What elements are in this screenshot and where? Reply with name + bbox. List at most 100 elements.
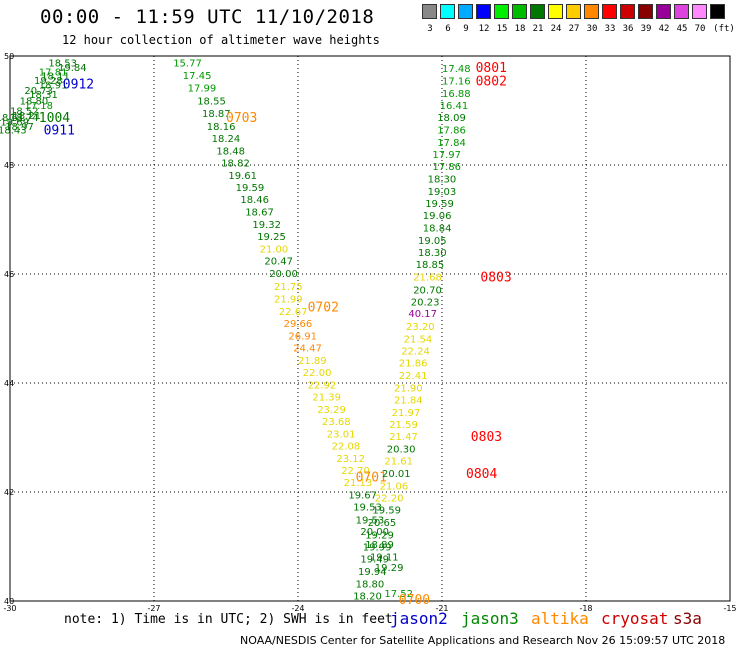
wave-height-value: 19.05 xyxy=(418,236,447,247)
wave-height-value: 21.54 xyxy=(404,334,433,345)
wave-height-value: 17.52 xyxy=(384,589,413,600)
wave-height-value: 23.01 xyxy=(327,430,356,441)
lat-tick-label: 48 xyxy=(4,161,14,170)
track-time-label: 0803 xyxy=(471,430,502,445)
track-time-label: 0702 xyxy=(308,301,339,316)
map-title: 00:00 - 11:59 UTC 11/10/2018 xyxy=(40,6,375,28)
scale-swatch xyxy=(674,4,689,19)
wave-height-value: 18.74 xyxy=(10,113,39,124)
wave-height-value: 23.68 xyxy=(322,417,351,428)
wave-height-value: 18.24 xyxy=(212,134,241,145)
wave-height-value: 21.00 xyxy=(260,244,289,255)
wave-height-value: 19.84 xyxy=(58,63,87,74)
wave-height-value: 18.46 xyxy=(240,195,269,206)
wave-height-value: 20.01 xyxy=(382,469,411,480)
scale-swatch xyxy=(548,4,563,19)
axis-labels: -30 -27 -24 -21 -18 -15 50 48 46 44 42 40 xyxy=(3,52,736,613)
wave-height-value: 18.20 xyxy=(353,592,382,603)
wave-height-value: 29.66 xyxy=(284,319,313,330)
wave-height-value: 20.73 xyxy=(24,86,53,97)
legend-cryosat: cryosat xyxy=(601,609,669,628)
wave-height-value: 20.00 xyxy=(269,269,298,280)
track-time-label: 1004 xyxy=(39,111,70,126)
wave-height-value: 19.69 xyxy=(0,117,29,128)
scale-swatch xyxy=(638,4,653,19)
track-time-label: 0804 xyxy=(466,467,497,482)
scale-swatch xyxy=(566,4,581,19)
wave-height-value: 17.86 xyxy=(437,126,466,137)
wave-height-value: 18.80 xyxy=(20,97,49,108)
track-time-label: 0802 xyxy=(476,75,507,90)
scale-label: 30 xyxy=(586,24,598,34)
wave-height-value: 19.06 xyxy=(423,211,452,222)
scale-label: 36 xyxy=(622,24,634,34)
wave-height-value: 22.41 xyxy=(399,371,428,382)
wave-height-value: 19.29 xyxy=(375,563,404,574)
wave-height-value: 17.81 xyxy=(39,67,68,78)
wave-height-value: 17.48 xyxy=(442,64,471,75)
lon-tick-label: -24 xyxy=(291,604,304,613)
scale-label: 24 xyxy=(550,24,562,34)
wave-height-value: 21.75 xyxy=(274,282,303,293)
track-time-label: 0700 xyxy=(399,593,430,608)
wave-height-value: 20.70 xyxy=(413,285,442,296)
lat-tick-label: 46 xyxy=(4,270,14,279)
wave-height-value: 18.30 xyxy=(428,175,457,186)
wave-height-value: 22.08 xyxy=(332,442,361,453)
wave-height-value: 18.11 xyxy=(41,72,70,83)
wave-height-value: 21.61 xyxy=(384,456,413,467)
wave-height-value: 23.29 xyxy=(317,405,346,416)
wave-height-value: 19.53 xyxy=(353,503,382,514)
scale-swatch xyxy=(458,4,473,19)
wave-height-value: 19.59 xyxy=(372,505,401,516)
wave-height-value: 19.49 xyxy=(360,554,389,565)
wave-height-value: 20.30 xyxy=(387,444,416,455)
wave-height-value: 19.59 xyxy=(236,183,265,194)
scale-swatch xyxy=(692,4,707,19)
legend-altika: altika xyxy=(531,609,589,628)
wave-height-value: 18.48 xyxy=(216,146,245,157)
scale-swatch xyxy=(512,4,527,19)
wave-height-value: 17.18 xyxy=(24,101,53,112)
wave-height-value: 22.00 xyxy=(303,368,332,379)
wave-height-value: 22.20 xyxy=(375,493,404,504)
wave-height-value: 21.84 xyxy=(394,395,423,406)
satellite-tracks: 18.5319.8417.8118.1119.2818.9120.7318.31… xyxy=(0,59,512,608)
wave-height-value: 17.97 xyxy=(432,150,461,161)
lat-tick-label: 44 xyxy=(4,379,14,388)
scale-swatch xyxy=(530,4,545,19)
wave-height-value: 19.25 xyxy=(257,232,286,243)
scale-label: 70 xyxy=(694,24,706,34)
wave-height-value: 18.31 xyxy=(29,90,58,101)
scale-label: 18 xyxy=(514,24,526,34)
wave-height-value: 15.77 xyxy=(173,59,202,70)
wave-height-value: 16.41 xyxy=(440,101,469,112)
wave-height-value: 18.61 xyxy=(0,113,24,124)
wave-height-value: 21.47 xyxy=(389,432,418,443)
scale-swatch xyxy=(620,4,635,19)
wave-height-value: 21.90 xyxy=(394,383,423,394)
wave-height-value: 21.89 xyxy=(298,356,327,367)
wave-height-value: 17.99 xyxy=(188,84,217,95)
track-time-label: 0912 xyxy=(63,77,94,92)
wave-height-value: 18.67 xyxy=(245,207,274,218)
wave-height-value: 18.52 xyxy=(10,107,39,118)
scale-swatch xyxy=(656,4,671,19)
wave-height-value: 16.88 xyxy=(442,89,471,100)
scale-swatch xyxy=(584,4,599,19)
wave-height-value: 19.11 xyxy=(370,552,399,563)
lat-lon-grid xyxy=(10,56,730,601)
lat-tick-label: 50 xyxy=(4,52,14,61)
wave-height-value: 21.06 xyxy=(380,481,409,492)
map-frame xyxy=(9,55,731,602)
wave-height-value: 18.21 xyxy=(12,111,41,122)
wave-height-value: 18.87 xyxy=(202,109,231,120)
wave-height-value: 18.91 xyxy=(39,80,68,91)
wave-height-value: 21.97 xyxy=(392,408,421,419)
wave-height-value: 22.67 xyxy=(279,307,308,318)
footer-credit: NOAA/NESDIS Center for Satellite Applica… xyxy=(240,634,726,647)
wave-height-value: 18.53 xyxy=(48,59,77,70)
wave-height-value: 18.80 xyxy=(356,580,385,591)
wave-height-value: 19.28 xyxy=(34,76,63,87)
